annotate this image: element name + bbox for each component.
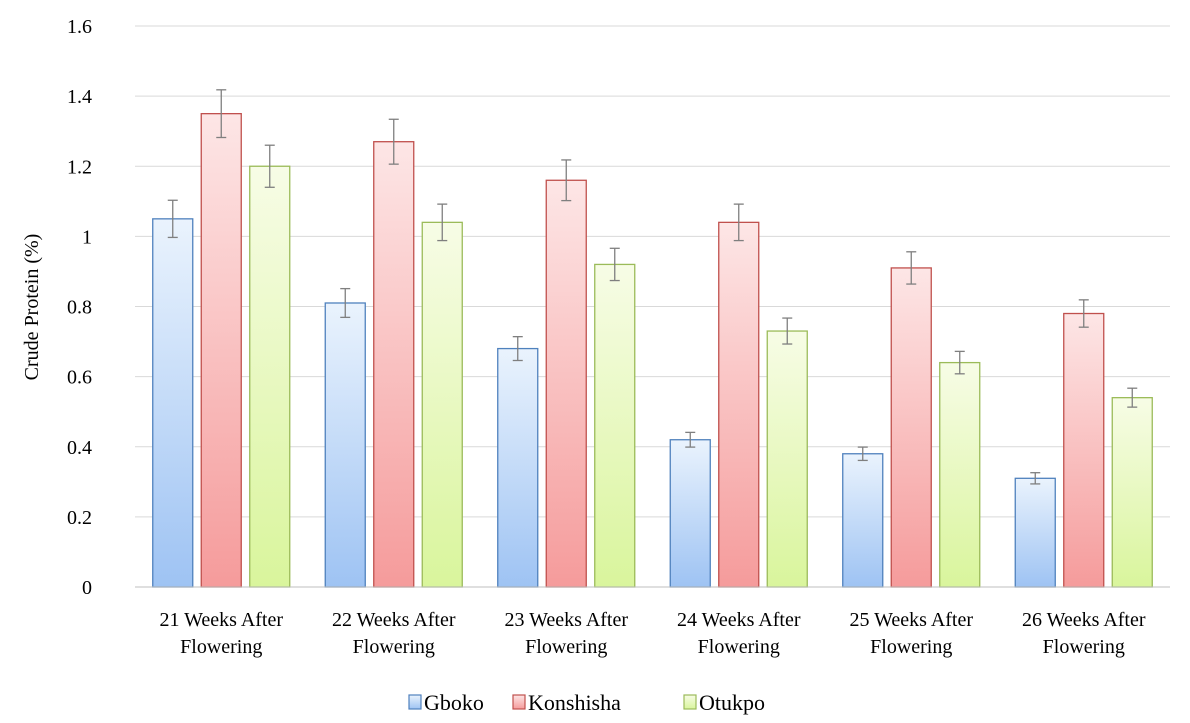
y-tick-label: 1	[82, 226, 92, 248]
error-bar	[1127, 387, 1138, 408]
x-axis-categories: 21 Weeks After Flowering 22 Weeks After Flo…	[159, 609, 1145, 658]
x-tick-label: Flowering	[353, 636, 435, 658]
bar-konshisha	[373, 141, 415, 588]
error-bar	[782, 317, 793, 345]
x-tick-label: Flowering	[698, 636, 780, 658]
legend-label: Gboko	[424, 690, 484, 715]
legend-item-gboko: Gboko	[408, 690, 484, 715]
error-bar	[1030, 472, 1041, 485]
error-bar	[857, 446, 868, 462]
bar-gboko	[324, 302, 366, 588]
bar-konshisha	[1063, 312, 1105, 588]
bar-konshisha	[890, 267, 932, 588]
bar-otukpo	[766, 330, 808, 588]
legend-item-otukpo: Otukpo	[683, 690, 765, 715]
error-bar	[388, 118, 399, 165]
error-bar	[437, 203, 448, 242]
bar-konshisha	[718, 221, 760, 588]
bar-otukpo	[249, 165, 291, 588]
error-bar	[512, 336, 523, 362]
x-tick-label: 21 Weeks After	[159, 609, 283, 631]
bar-otukpo	[594, 263, 636, 588]
legend-item-konshisha: Konshisha	[512, 690, 621, 715]
bar-otukpo	[939, 361, 981, 588]
x-tick-label: 26 Weeks After	[1022, 609, 1146, 631]
x-tick-label: Flowering	[1043, 636, 1125, 658]
legend-label: Konshisha	[528, 690, 621, 715]
legend-swatch	[512, 694, 526, 710]
error-bar	[561, 159, 572, 202]
bar-gboko	[497, 347, 539, 588]
legend: Gboko Konshisha Otukpo	[408, 690, 765, 715]
x-tick-label: 22 Weeks After	[332, 609, 456, 631]
x-tick-label: Flowering	[525, 636, 607, 658]
y-tick-label: 1.2	[67, 156, 92, 178]
y-tick-label: 1.4	[67, 86, 92, 108]
bar-gboko	[152, 218, 194, 588]
y-tick-label: 0.8	[67, 297, 92, 319]
bars	[152, 89, 1153, 588]
y-tick-label: 0	[82, 577, 92, 599]
legend-label: Otukpo	[699, 690, 765, 715]
legend-swatch	[408, 694, 422, 710]
error-bar	[340, 287, 351, 319]
legend-swatch	[683, 694, 697, 710]
y-tick-label: 0.2	[67, 507, 92, 529]
x-tick-label: Flowering	[180, 636, 262, 658]
x-tick-label: 23 Weeks After	[504, 609, 628, 631]
bar-otukpo	[421, 221, 463, 588]
y-axis-label: Crude Protein (%)	[21, 234, 43, 381]
gridlines	[135, 25, 1170, 518]
error-bar	[954, 350, 965, 375]
error-bar	[685, 431, 696, 448]
error-bar	[906, 251, 917, 285]
error-bar	[733, 203, 744, 242]
bar-otukpo	[1111, 397, 1153, 588]
y-axis-ticks: 0 0.2 0.4 0.6 0.8 1 1.2 1.4 1.6	[67, 16, 92, 599]
error-bar	[167, 199, 178, 239]
error-bar	[264, 144, 275, 188]
bar-konshisha	[200, 113, 242, 588]
bar-gboko	[1014, 477, 1056, 588]
error-bar	[216, 89, 227, 139]
bar-gboko	[842, 453, 884, 588]
y-tick-label: 1.6	[67, 16, 92, 38]
y-tick-label: 0.6	[67, 367, 92, 389]
bar-gboko	[669, 439, 711, 588]
error-bar	[1078, 299, 1089, 328]
x-tick-label: 24 Weeks After	[677, 609, 801, 631]
x-tick-label: 25 Weeks After	[849, 609, 973, 631]
x-tick-label: Flowering	[870, 636, 952, 658]
bar-konshisha	[545, 179, 587, 588]
y-tick-label: 0.4	[67, 437, 92, 459]
error-bar	[609, 247, 620, 282]
